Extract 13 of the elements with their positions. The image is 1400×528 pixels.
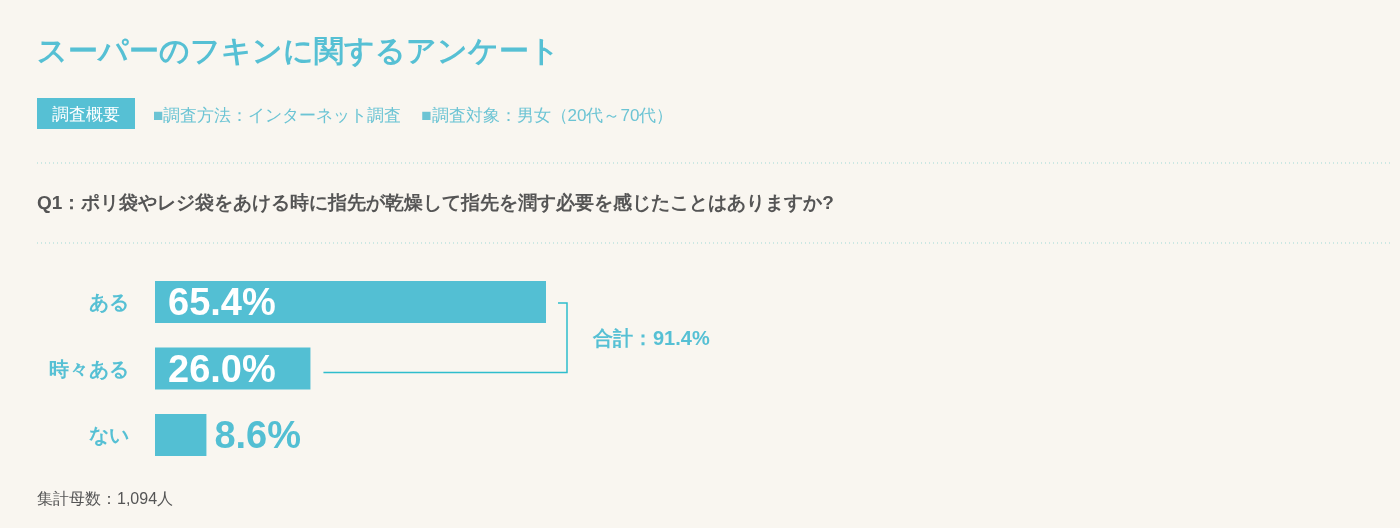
chart-subtitle: Q1：ポリ袋やレジ袋をあける時に指先が乾燥して指先を潤す必要を感じたことはありますか? (37, 192, 834, 213)
text: 合計：91.4% (592, 326, 710, 349)
y-tick-label: ない (89, 424, 129, 446)
y-tick-label: ある (89, 291, 129, 313)
chart-title: スーパーのフキンに関するアンケート (37, 34, 560, 68)
data-label: 26.0% (168, 347, 276, 390)
data-label: 65.4% (168, 281, 276, 323)
text: ■調査対象：男女（20代～70代） (421, 106, 674, 125)
y-tick-label: 時々ある (49, 357, 129, 380)
text: 集計母数：1,094人 (37, 490, 174, 507)
text: ■調査方法：インターネット調査 (153, 106, 402, 125)
text: 調査概要 (52, 105, 120, 124)
data-label: 8.6% (214, 414, 302, 456)
